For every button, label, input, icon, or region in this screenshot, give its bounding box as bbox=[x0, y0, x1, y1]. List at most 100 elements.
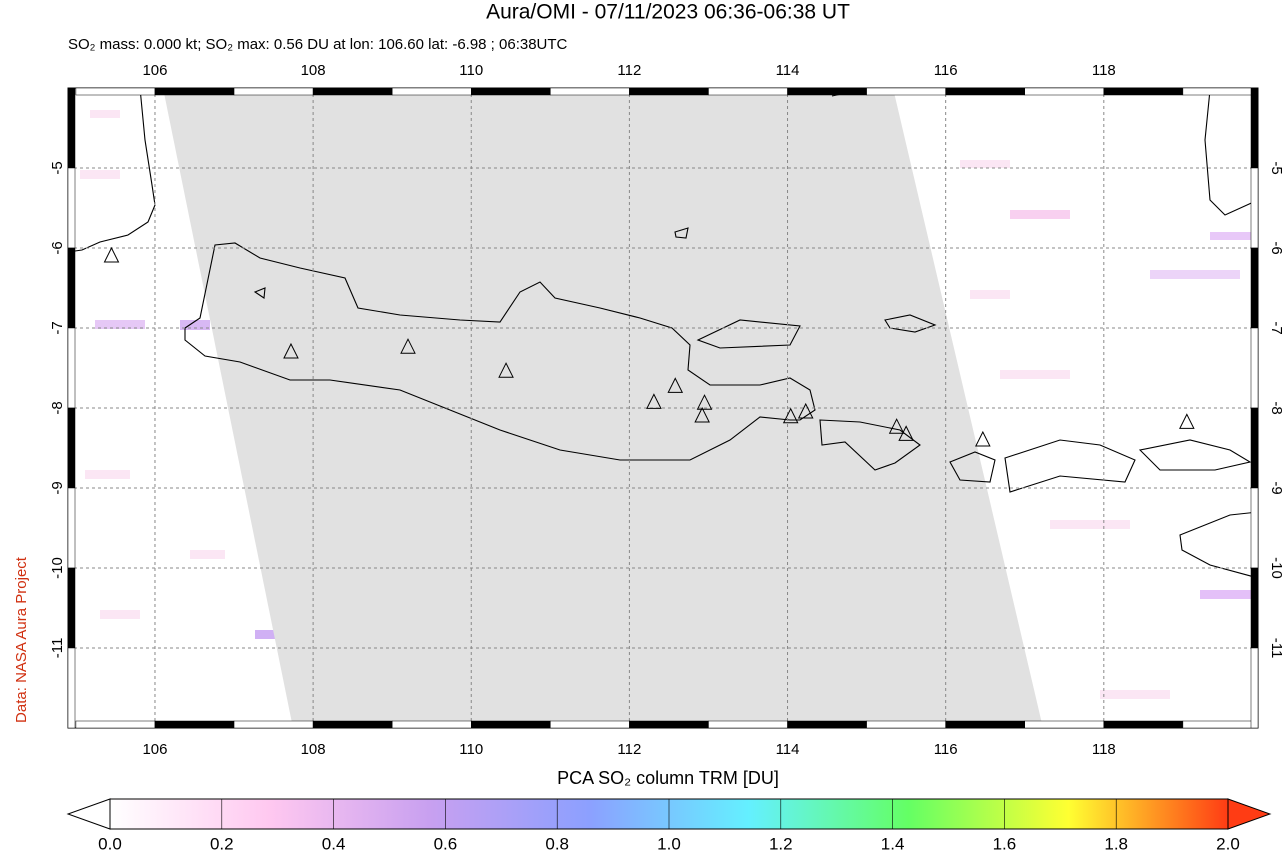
frame-band bbox=[1250, 647, 1259, 729]
x-tick-label-top: 118 bbox=[1092, 62, 1116, 79]
volcano bbox=[103, 246, 120, 263]
frame-band bbox=[1250, 327, 1259, 409]
frame-band bbox=[550, 87, 630, 96]
x-tick-label-top: 108 bbox=[301, 62, 326, 79]
y-tick-label-right: -7 bbox=[1268, 321, 1285, 334]
volcano bbox=[667, 377, 684, 393]
volcano bbox=[646, 393, 662, 409]
subtitle: SO₂ mass: 0.000 kt; SO₂ max: 0.56 DU at … bbox=[68, 36, 568, 53]
frame-band bbox=[1024, 87, 1105, 96]
frame-band bbox=[154, 720, 235, 729]
frame-band bbox=[1250, 567, 1259, 649]
y-tick-label-left: -7 bbox=[49, 321, 66, 334]
y-tick-label-right: -9 bbox=[1268, 481, 1285, 494]
frame-band bbox=[1250, 407, 1259, 489]
map-frame bbox=[67, 87, 1259, 729]
frame-band bbox=[67, 247, 76, 329]
frame-band bbox=[67, 647, 76, 729]
frame-band bbox=[1024, 720, 1105, 729]
frame-band bbox=[787, 87, 867, 96]
grid bbox=[68, 88, 1258, 728]
colorbar-tick-label: 1.4 bbox=[881, 834, 905, 853]
y-tick-label-right: -5 bbox=[1268, 161, 1285, 174]
x-tick-label-bottom: 112 bbox=[617, 741, 641, 758]
x-tick-label-bottom: 114 bbox=[776, 741, 800, 758]
colorbar-tick-label: 0.0 bbox=[98, 834, 122, 853]
colorbar-arrow-high bbox=[1227, 798, 1272, 830]
frame-band bbox=[708, 720, 788, 729]
x-tick-label-bottom: 106 bbox=[142, 741, 167, 758]
volcano bbox=[498, 362, 514, 378]
frame-band bbox=[629, 87, 709, 96]
frame-band bbox=[1250, 247, 1259, 329]
colorbar: 0.0 0.2 0.4 0.6 0.8 1.0 1.2 1.4 1.6 1.8 2.0 bbox=[66, 798, 1272, 853]
colorbar-tick-label: 1.2 bbox=[769, 834, 793, 853]
x-tick-label-top: 106 bbox=[142, 62, 167, 79]
x-tick-label-bottom: 110 bbox=[459, 741, 483, 758]
frame-band bbox=[67, 487, 76, 569]
colorbar-label: PCA SO₂ column TRM [DU] bbox=[557, 768, 779, 788]
frame-band bbox=[708, 87, 788, 96]
colorbar-tick-label: 0.6 bbox=[434, 834, 458, 853]
so2-pixels bbox=[80, 110, 1258, 699]
frame-band bbox=[67, 87, 76, 169]
colorbar-arrow-low bbox=[66, 798, 111, 830]
volcano bbox=[898, 425, 914, 441]
frame-band bbox=[67, 327, 76, 409]
frame-band bbox=[629, 720, 709, 729]
x-tick-label-bottom: 116 bbox=[934, 741, 958, 758]
frame-band bbox=[154, 87, 235, 96]
frame-band bbox=[391, 720, 472, 729]
volcano bbox=[1179, 413, 1195, 429]
volcano bbox=[694, 406, 710, 423]
frame-band bbox=[471, 720, 551, 729]
frame-band bbox=[67, 167, 76, 249]
frame-band bbox=[233, 87, 314, 96]
colorbar-tick-label: 1.0 bbox=[657, 834, 681, 853]
y-tick-label-left: -5 bbox=[49, 161, 66, 174]
x-tick-label-top: 110 bbox=[459, 62, 483, 79]
colorbar-tick-label: 1.8 bbox=[1104, 834, 1128, 853]
frame-band bbox=[866, 87, 946, 96]
y-tick-label-left: -10 bbox=[49, 557, 66, 579]
volcano bbox=[888, 418, 905, 434]
volcano bbox=[696, 394, 713, 410]
title: Aura/OMI - 07/11/2023 06:36-06:38 UT bbox=[486, 1, 850, 24]
x-tick-label-bottom: 118 bbox=[1092, 741, 1116, 758]
frame-band bbox=[312, 720, 393, 729]
frame-band bbox=[67, 407, 76, 489]
frame-band bbox=[945, 87, 1025, 96]
frame-band bbox=[233, 720, 314, 729]
y-tick-label-left: -8 bbox=[49, 401, 66, 414]
colorbar-tick-label: 0.2 bbox=[210, 834, 234, 853]
frame-band bbox=[75, 87, 156, 96]
frame-band bbox=[945, 720, 1025, 729]
frame-band bbox=[787, 720, 867, 729]
frame-band bbox=[1250, 87, 1259, 169]
colorbar-tick-label: 0.8 bbox=[545, 834, 569, 853]
frame-band bbox=[312, 87, 393, 96]
frame-band bbox=[391, 87, 472, 96]
frame-band bbox=[471, 87, 551, 96]
y-tick-label-right: -8 bbox=[1268, 401, 1285, 414]
frame-band bbox=[1182, 87, 1259, 96]
volcano bbox=[797, 402, 814, 419]
y-tick-label-left: -9 bbox=[49, 481, 66, 494]
frame-band bbox=[1182, 720, 1259, 729]
volcano-layer bbox=[103, 246, 1195, 447]
y-tick-label-right: -11 bbox=[1268, 638, 1285, 659]
frame-band bbox=[1103, 87, 1184, 96]
y-tick-label-right: -6 bbox=[1268, 241, 1285, 254]
x-tick-label-top: 112 bbox=[617, 62, 641, 79]
x-tick-label-top: 114 bbox=[776, 62, 800, 79]
frame-band bbox=[1250, 487, 1259, 569]
volcano bbox=[400, 338, 416, 354]
x-tick-label-top: 116 bbox=[934, 62, 958, 79]
frame-band bbox=[1103, 720, 1184, 729]
y-tick-label-right: -10 bbox=[1268, 557, 1285, 579]
frame-band bbox=[1250, 167, 1259, 249]
frame-band bbox=[67, 567, 76, 649]
frame-band bbox=[550, 720, 630, 729]
credit: Data: NASA Aura Project bbox=[13, 556, 30, 723]
